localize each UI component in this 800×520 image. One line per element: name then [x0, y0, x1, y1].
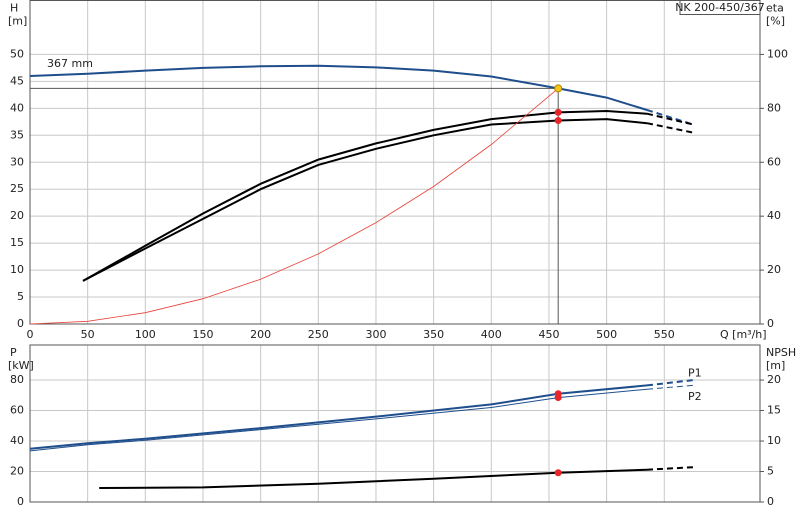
y2-tick-label: 20 [767, 263, 781, 276]
y-tick-label: 35 [10, 128, 24, 141]
series-line [82, 118, 648, 282]
x-tick-label: 250 [308, 328, 329, 341]
y2-axis-label: eta [766, 2, 784, 15]
curve-label: P2 [688, 390, 702, 403]
y2-tick-label: 40 [767, 209, 781, 222]
y-axis-label: P [10, 346, 17, 359]
chart-title: NK 200-450/367 [675, 1, 765, 14]
series-line [29, 88, 559, 325]
plot-area [30, 345, 760, 502]
y-tick-label: 0 [17, 317, 24, 330]
y-tick-label: 0 [17, 495, 24, 508]
curve-label: 367 mm [47, 57, 93, 70]
y2-tick-label: 20 [767, 373, 781, 386]
y-axis-label: H [10, 2, 18, 15]
x-tick-label: 450 [538, 328, 559, 341]
x-tick-label: 200 [250, 328, 271, 341]
y-tick-label: 20 [10, 465, 24, 478]
x-tick-label: 400 [481, 328, 502, 341]
y2-tick-label: 15 [767, 404, 781, 417]
y-tick-label: 80 [10, 373, 24, 386]
y-tick-label: 50 [10, 47, 24, 60]
series-line [29, 64, 648, 111]
y-axis-unit: [m] [8, 15, 27, 28]
x-tick-label: 350 [423, 328, 444, 341]
y2-tick-label: 80 [767, 101, 781, 114]
y-tick-label: 40 [10, 101, 24, 114]
x-tick-label: 0 [27, 328, 34, 341]
y-tick-label: 45 [10, 74, 24, 87]
y-tick-label: 40 [10, 434, 24, 447]
plot-frame [29, 344, 761, 503]
series-line [646, 112, 694, 126]
x-axis-label: Q [m³/h] [720, 328, 767, 341]
series-line [99, 468, 648, 489]
series-line [29, 388, 648, 452]
title-box [679, 0, 761, 15]
duty-point [554, 469, 562, 477]
duty-point [554, 108, 562, 116]
y-axis-unit: [kW] [8, 359, 34, 372]
duty-point [554, 84, 563, 93]
y2-tick-label: 5 [767, 465, 774, 478]
x-tick-label: 550 [654, 328, 675, 341]
x-tick-label: 100 [135, 328, 156, 341]
x-tick-label: 50 [81, 328, 95, 341]
y2-tick-label: 60 [767, 155, 781, 168]
y-tick-label: 20 [10, 209, 24, 222]
x-tick-label: 300 [365, 328, 386, 341]
series-line [646, 466, 694, 471]
y-tick-label: 30 [10, 155, 24, 168]
y2-axis-unit: [%] [766, 15, 785, 28]
y-tick-label: 15 [10, 236, 24, 249]
y-tick-label: 60 [10, 404, 24, 417]
y2-axis-unit: [m] [766, 359, 785, 372]
series-line [82, 109, 648, 282]
duty-point [554, 394, 562, 402]
plot-frame [29, 0, 761, 325]
curve-label: P1 [688, 366, 702, 379]
y2-tick-label: 10 [767, 434, 781, 447]
series-line [29, 384, 648, 450]
y-tick-label: 5 [17, 290, 24, 303]
x-tick-label: 150 [192, 328, 213, 341]
series-line [646, 122, 694, 134]
series-line [646, 379, 694, 387]
y2-tick-label: 0 [767, 495, 774, 508]
y2-axis-label: NPSH [766, 346, 796, 359]
duty-point [554, 116, 562, 124]
y2-tick-label: 100 [767, 47, 788, 60]
y2-tick-label: 0 [767, 317, 774, 330]
y-tick-label: 25 [10, 182, 24, 195]
series-line [646, 384, 694, 390]
x-tick-label: 500 [596, 328, 617, 341]
y-tick-label: 10 [10, 263, 24, 276]
series-line [646, 109, 694, 126]
